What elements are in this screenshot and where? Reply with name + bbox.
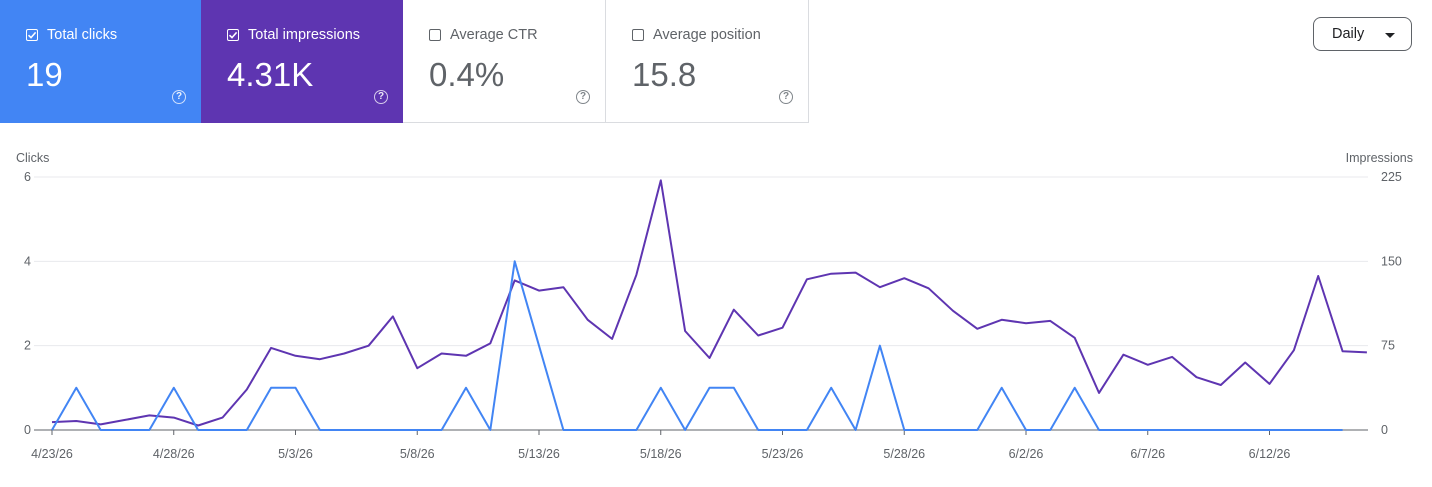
- metric-value: 19: [26, 56, 63, 93]
- checkbox-unchecked-icon[interactable]: [429, 29, 441, 41]
- period-select-value: Daily: [1332, 26, 1365, 42]
- right-tick-label: 75: [1381, 339, 1395, 353]
- metric-label: Total impressions: [248, 27, 361, 43]
- period-select[interactable]: Daily: [1313, 17, 1412, 51]
- checkbox-checked-icon[interactable]: [26, 29, 38, 41]
- x-tick-label: 5/18/26: [640, 447, 682, 461]
- metric-label: Average position: [653, 27, 761, 43]
- help-circle-icon[interactable]: ?: [374, 90, 388, 104]
- right-tick-label: 0: [1381, 423, 1388, 437]
- performance-chart: Clicks Impressions 0 2 4 6 0 75 150 225 4/23/2…: [16, 151, 1413, 461]
- metric-card-average-ctr[interactable]: Average CTR 0.4% ?: [403, 0, 606, 123]
- right-axis-label: Impressions: [1346, 151, 1413, 165]
- right-tick-label: 150: [1381, 254, 1402, 268]
- x-tick-label: 5/8/26: [400, 447, 435, 461]
- x-tick-label: 6/7/26: [1130, 447, 1165, 461]
- right-axis-ticks: 0 75 150 225: [1381, 170, 1402, 437]
- metric-value: 4.31K: [227, 56, 314, 93]
- checkbox-checked-icon[interactable]: [227, 29, 239, 41]
- metric-cards: Total clicks 19 ? Total impressions 4.31…: [0, 0, 809, 123]
- x-tick-label: 5/28/26: [883, 447, 925, 461]
- left-tick-label: 0: [24, 423, 31, 437]
- metric-card-average-position[interactable]: Average position 15.8 ?: [606, 0, 809, 123]
- metric-card-header: Average CTR: [429, 27, 538, 43]
- metric-card-header: Average position: [632, 27, 761, 43]
- left-tick-label: 4: [24, 254, 31, 268]
- metric-label: Total clicks: [47, 27, 118, 43]
- metric-label: Average CTR: [450, 27, 538, 43]
- help-circle-icon[interactable]: ?: [779, 90, 793, 104]
- left-axis-label: Clicks: [16, 151, 49, 165]
- x-tick-label: 5/13/26: [518, 447, 560, 461]
- metric-value: 0.4%: [429, 56, 505, 93]
- metric-value: 15.8: [632, 56, 697, 93]
- metric-card-header: Total impressions: [227, 27, 360, 43]
- x-axis-ticks: 4/23/26 4/28/26 5/3/26 5/8/26 5/13/26 5/18/26…: [31, 430, 1290, 461]
- x-tick-label: 5/23/26: [762, 447, 804, 461]
- help-circle-icon[interactable]: ?: [172, 90, 186, 104]
- left-tick-label: 6: [24, 170, 31, 184]
- metric-card-total-impressions[interactable]: Total impressions 4.31K ?: [201, 0, 403, 123]
- metric-card-header: Total clicks: [26, 27, 117, 43]
- left-tick-label: 2: [24, 339, 31, 353]
- x-tick-label: 6/2/26: [1009, 447, 1044, 461]
- left-axis-ticks: 0 2 4 6: [24, 170, 31, 437]
- series-line-clicks: [51, 260, 1343, 431]
- x-tick-label: 4/28/26: [153, 447, 195, 461]
- x-tick-label: 4/23/26: [31, 447, 73, 461]
- x-tick-label: 5/3/26: [278, 447, 313, 461]
- chart-gridlines: [34, 176, 1368, 431]
- series-line-impressions: [51, 179, 1367, 427]
- metric-card-total-clicks[interactable]: Total clicks 19 ?: [0, 0, 201, 123]
- help-circle-icon[interactable]: ?: [576, 90, 590, 104]
- x-tick-label: 6/12/26: [1249, 447, 1291, 461]
- checkbox-unchecked-icon[interactable]: [632, 29, 644, 41]
- right-tick-label: 225: [1381, 170, 1402, 184]
- chart-series: [51, 179, 1367, 431]
- caret-down-icon: [1385, 33, 1395, 38]
